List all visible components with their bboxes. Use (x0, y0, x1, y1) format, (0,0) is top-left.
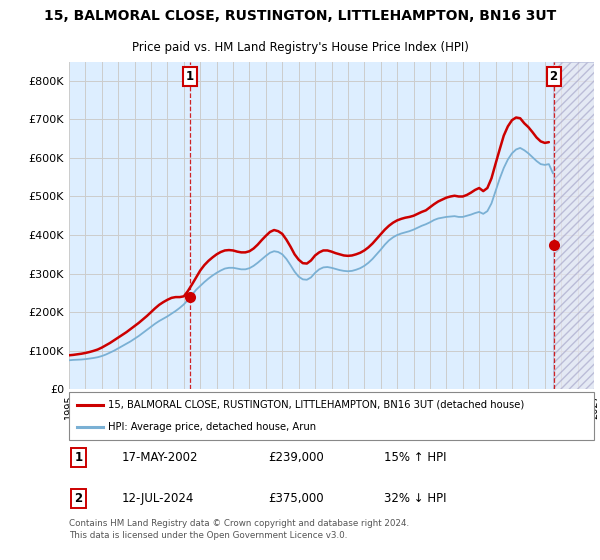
FancyBboxPatch shape (69, 392, 594, 440)
Text: 1: 1 (186, 70, 194, 83)
Text: Contains HM Land Registry data © Crown copyright and database right 2024.
This d: Contains HM Land Registry data © Crown c… (69, 519, 409, 540)
Text: £239,000: £239,000 (269, 451, 324, 464)
Text: 12-JUL-2024: 12-JUL-2024 (121, 492, 194, 505)
Text: 15, BALMORAL CLOSE, RUSTINGTON, LITTLEHAMPTON, BN16 3UT: 15, BALMORAL CLOSE, RUSTINGTON, LITTLEHA… (44, 9, 556, 23)
Text: 2: 2 (550, 70, 558, 83)
Text: HPI: Average price, detached house, Arun: HPI: Average price, detached house, Arun (109, 422, 317, 432)
Text: 17-MAY-2002: 17-MAY-2002 (121, 451, 198, 464)
Text: 15% ↑ HPI: 15% ↑ HPI (384, 451, 446, 464)
Text: Price paid vs. HM Land Registry's House Price Index (HPI): Price paid vs. HM Land Registry's House … (131, 41, 469, 54)
Text: 32% ↓ HPI: 32% ↓ HPI (384, 492, 446, 505)
Bar (553, 62, 594, 389)
Text: 1: 1 (74, 451, 83, 464)
Text: £375,000: £375,000 (269, 492, 324, 505)
Text: 2: 2 (74, 492, 83, 505)
Text: 15, BALMORAL CLOSE, RUSTINGTON, LITTLEHAMPTON, BN16 3UT (detached house): 15, BALMORAL CLOSE, RUSTINGTON, LITTLEHA… (109, 400, 524, 410)
Bar (553, 62, 594, 389)
